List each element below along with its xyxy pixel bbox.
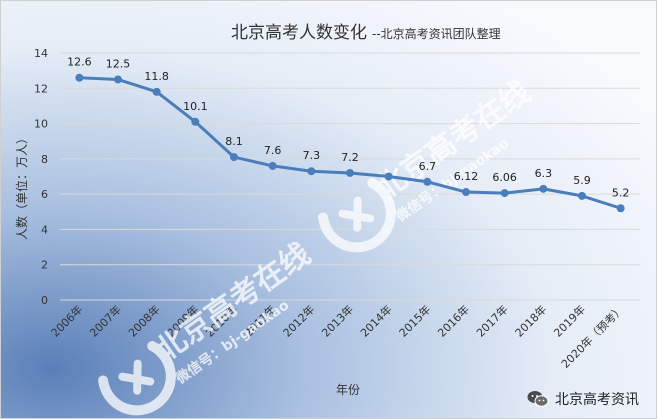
footer-brand: 北京高考资讯 <box>527 389 639 409</box>
data-point <box>616 204 625 213</box>
data-label: 12.5 <box>106 57 131 70</box>
data-point <box>268 161 277 170</box>
data-label: 7.6 <box>264 144 282 157</box>
footer-brand-text: 北京高考资讯 <box>555 392 639 408</box>
data-label: 8.1 <box>225 135 243 148</box>
y-tick-label: 8 <box>41 153 48 166</box>
chart-subtitle: --北京高考资讯团队整理 <box>372 26 501 41</box>
data-point <box>462 188 470 197</box>
data-label: 6.12 <box>454 170 479 183</box>
data-point <box>152 87 161 96</box>
data-label: 6.06 <box>492 171 517 184</box>
y-tick-label: 4 <box>41 223 48 236</box>
series-revenue <box>75 73 625 213</box>
data-point <box>114 75 122 84</box>
x-axis-title: 年份 <box>336 383 360 397</box>
data-label: 10.1 <box>183 100 208 113</box>
y-axis-title: 人数（单位：万人） <box>14 132 29 240</box>
data-point <box>384 172 393 181</box>
data-label: 7.3 <box>303 149 321 162</box>
data-label: 5.9 <box>573 174 591 187</box>
chart-title: 北京高考人数变化 <box>231 23 367 43</box>
wechat-icon <box>527 391 549 407</box>
data-point <box>346 168 354 177</box>
data-labels: 12.6 12.5 11.8 10.1 8.1 7.6 7.3 7.2 6.7 6.12 6.06 6… <box>67 56 629 200</box>
data-point <box>578 191 586 200</box>
data-label: 11.8 <box>144 70 169 83</box>
y-tick-label: 6 <box>41 188 48 201</box>
y-tick-label: 12 <box>34 82 48 95</box>
data-point <box>500 189 509 198</box>
grid <box>60 52 640 301</box>
data-label: 7.2 <box>341 151 359 164</box>
data-point <box>230 153 238 162</box>
y-axis-ticks: 0 2 4 6 8 10 12 14 <box>34 47 48 307</box>
y-tick-label: 10 <box>34 118 48 131</box>
data-point <box>539 184 548 193</box>
data-point <box>307 167 316 176</box>
y-tick-label: 0 <box>41 294 48 307</box>
data-label: 5.2 <box>612 186 630 199</box>
y-tick-label: 14 <box>34 47 48 60</box>
data-point <box>75 73 84 82</box>
data-point <box>423 177 432 186</box>
y-tick-label: 2 <box>41 259 48 272</box>
data-label: 12.6 <box>67 56 92 69</box>
data-label: 6.7 <box>419 160 437 173</box>
data-label: 6.3 <box>535 167 553 180</box>
data-point <box>191 117 200 126</box>
